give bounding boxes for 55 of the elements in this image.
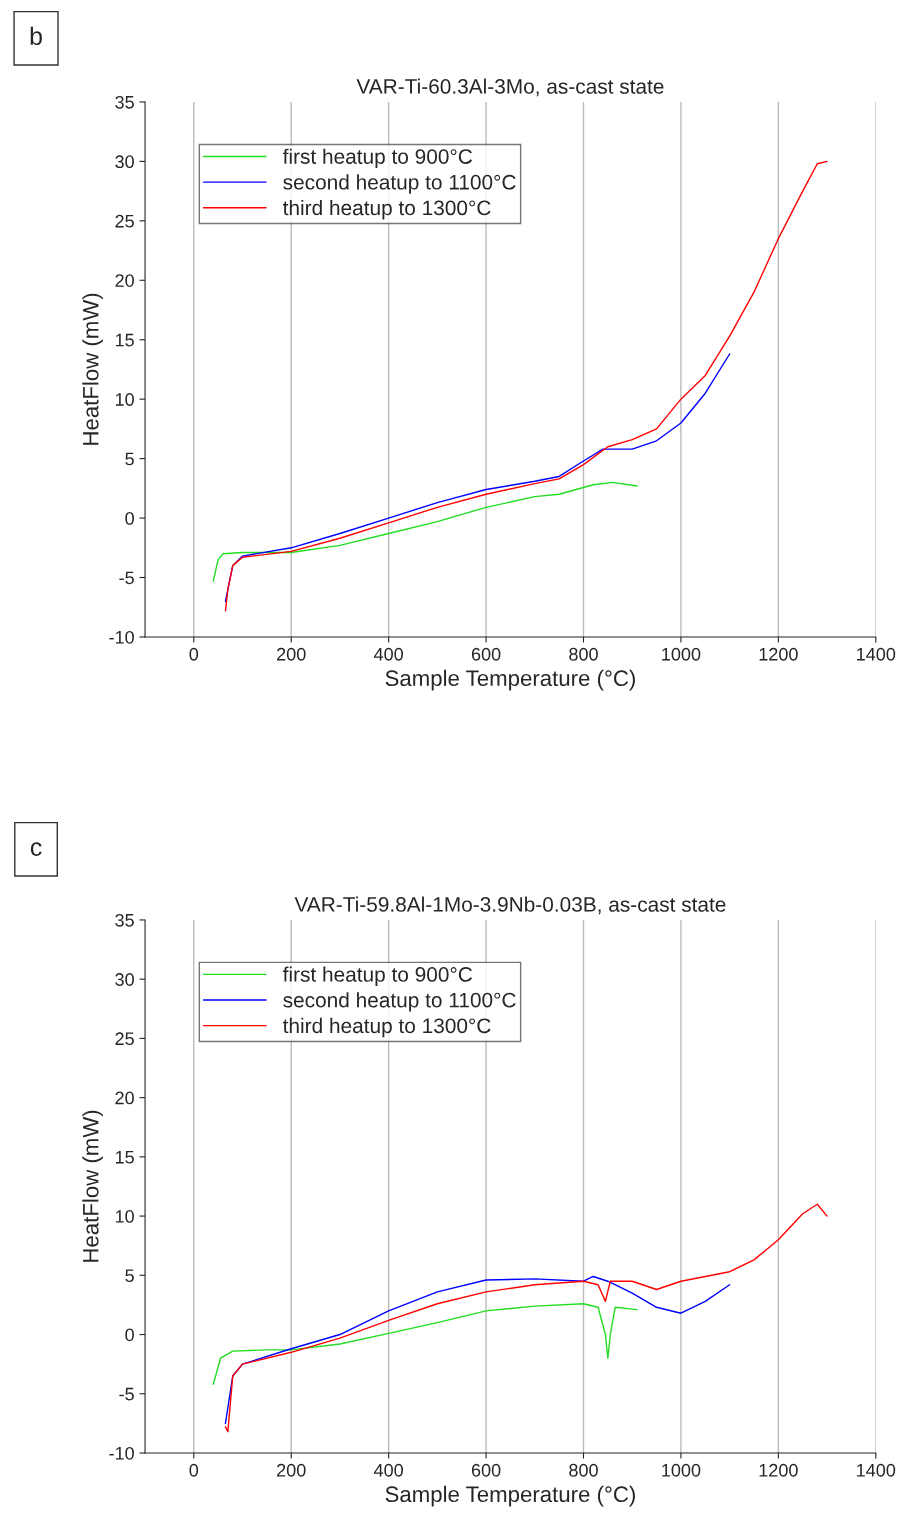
x-tick-label: 400 [373,1463,403,1477]
y-tick-label: 20 [115,274,134,287]
y-tick-label: 30 [115,155,134,169]
y-tick-label: -10 [109,1446,134,1460]
line-series [224,1275,731,1425]
x-tick-label: 1400 [857,1463,896,1477]
chart-title: VAR-Ti-60.3Al-3Mo, as-cast state [356,78,664,97]
y-tick-label: 5 [125,452,134,466]
line-series [224,1203,828,1433]
y-tick-label: 0 [125,1328,134,1342]
line-series [212,481,638,582]
line-series [224,353,731,602]
y-tick-label: 25 [115,1032,134,1046]
x-tick-label: 600 [471,647,501,661]
x-tick-label: 800 [569,1463,598,1477]
text: c [30,842,42,856]
y-tick-label: -5 [119,1387,134,1401]
y-tick-label: 15 [115,333,134,347]
x-tick-label: 600 [471,1463,501,1477]
x-tick-label: 1000 [662,1463,701,1477]
x-tick-label: 1400 [857,647,896,661]
x-axis-title: Sample Temperature (°C) [385,1485,635,1507]
x-axis-title: Sample Temperature (°C) [385,669,635,691]
legend-label: third heatup to 1300°C [282,1017,491,1038]
legend-label: first heatup to 900°C [282,966,473,986]
line-series [212,1303,638,1385]
y-tick-label: 5 [125,1269,134,1283]
y-axis-title: HeatFlow (mW) [82,293,103,445]
legend-label: second heatup to 1100°C [283,992,516,1012]
legend-label: third heatup to 1300°C [282,199,491,220]
x-tick-label: 0 [189,1463,199,1477]
y-tick-label: 10 [115,393,134,406]
chart-title: VAR-Ti-59.8Al-1Mo-3.9Nb-0.03B, as-cast state [294,896,726,915]
y-tick-label: 35 [115,913,134,927]
x-tick-label: 1200 [759,1463,798,1477]
y-tick-label: 10 [115,1210,134,1223]
y-tick-label: 0 [125,512,134,525]
y-axis-title: HeatFlow (mW) [82,1110,103,1262]
legend-label: first heatup to 900°C [282,148,473,169]
x-tick-label: 800 [569,647,598,661]
x-tick-label: 400 [373,647,403,661]
x-tick-label: 1200 [759,647,798,661]
y-tick-label: 15 [115,1150,134,1164]
text: b [30,26,42,46]
legend-label: second heatup to 1100°C [283,174,516,194]
y-tick-label: 20 [115,1091,134,1105]
y-tick-label: -5 [119,571,134,585]
x-tick-label: 0 [189,647,199,661]
y-tick-label: 35 [115,95,134,109]
x-tick-label: 1000 [662,647,701,661]
y-tick-label: 30 [115,973,134,986]
x-tick-label: 200 [277,647,306,661]
y-tick-label: -10 [109,630,134,644]
x-tick-label: 200 [277,1463,306,1477]
y-tick-label: 25 [115,214,134,228]
